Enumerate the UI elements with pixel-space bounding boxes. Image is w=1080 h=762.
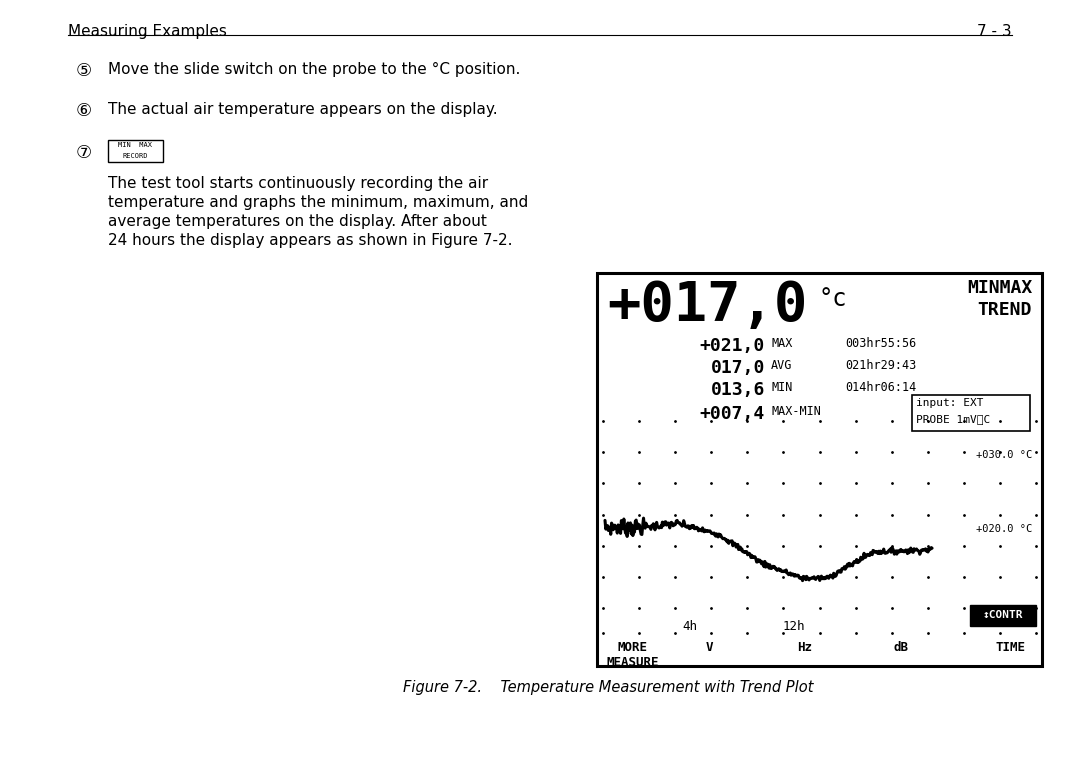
Text: Move the slide switch on the probe to the °C position.: Move the slide switch on the probe to th… — [108, 62, 521, 77]
Bar — [108, 140, 163, 162]
Text: 7 - 3: 7 - 3 — [977, 24, 1012, 39]
Text: PROBE 1mV⁄C: PROBE 1mV⁄C — [916, 414, 990, 424]
Text: 013,6: 013,6 — [711, 381, 765, 399]
Text: input: EXT: input: EXT — [916, 398, 984, 408]
Text: MORE
MEASURE: MORE MEASURE — [607, 641, 659, 668]
Text: +017,0: +017,0 — [607, 279, 807, 332]
Text: AVG: AVG — [771, 359, 793, 372]
Text: +007,4: +007,4 — [700, 405, 765, 423]
Text: average temperatures on the display. After about: average temperatures on the display. Aft… — [108, 214, 487, 229]
Text: Hz: Hz — [797, 641, 812, 654]
Text: TREND: TREND — [977, 301, 1032, 319]
Bar — [912, 395, 1030, 431]
Bar — [970, 605, 1036, 626]
Text: MAX: MAX — [771, 337, 793, 350]
Text: 017,0: 017,0 — [711, 359, 765, 377]
Text: ⑤: ⑤ — [76, 62, 92, 80]
Text: 021hr29:43: 021hr29:43 — [845, 359, 916, 372]
Text: TIME: TIME — [995, 641, 1025, 654]
Text: MIN  MAX: MIN MAX — [119, 142, 152, 148]
Text: +020.0 °C: +020.0 °C — [975, 524, 1032, 534]
Text: 4h: 4h — [683, 620, 697, 633]
Text: °c: °c — [819, 287, 848, 311]
Text: ⑦: ⑦ — [76, 144, 92, 162]
Text: temperature and graphs the minimum, maximum, and: temperature and graphs the minimum, maxi… — [108, 195, 528, 210]
Text: V: V — [705, 641, 713, 654]
Text: ⑥: ⑥ — [76, 102, 92, 120]
Text: +021,0: +021,0 — [700, 337, 765, 355]
Text: MIN: MIN — [771, 381, 793, 394]
Text: Figure 7-2.    Temperature Measurement with Trend Plot: Figure 7-2. Temperature Measurement with… — [403, 680, 813, 695]
Text: The actual air temperature appears on the display.: The actual air temperature appears on th… — [108, 102, 498, 117]
Text: 014hr06:14: 014hr06:14 — [845, 381, 916, 394]
Text: 24 hours the display appears as shown in Figure 7-2.: 24 hours the display appears as shown in… — [108, 233, 513, 248]
Text: +030.0 °C: +030.0 °C — [975, 450, 1032, 459]
Text: 12h: 12h — [782, 620, 805, 633]
Bar — [597, 273, 1042, 666]
Text: The test tool starts continuously recording the air: The test tool starts continuously record… — [108, 176, 488, 191]
Text: 003hr55:56: 003hr55:56 — [845, 337, 916, 350]
Text: ↕CONTR: ↕CONTR — [983, 610, 1023, 620]
Text: MINMAX: MINMAX — [967, 279, 1032, 297]
Text: MAX-MIN: MAX-MIN — [771, 405, 821, 418]
Text: Measuring Examples: Measuring Examples — [68, 24, 227, 39]
Text: RECORD: RECORD — [123, 153, 148, 159]
Text: dB: dB — [893, 641, 908, 654]
